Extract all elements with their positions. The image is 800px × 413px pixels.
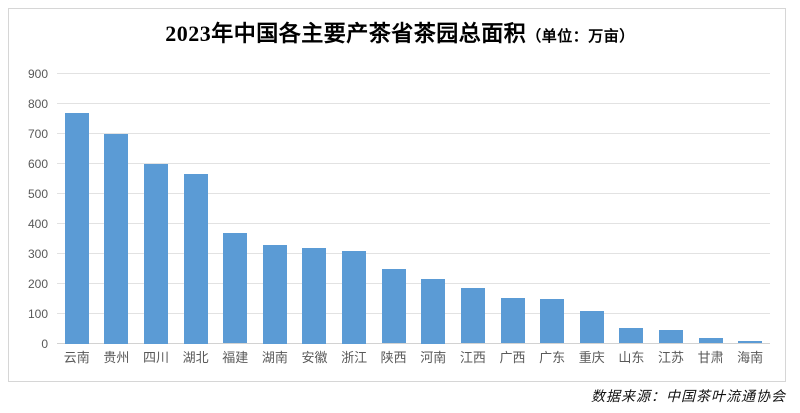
bar	[619, 327, 644, 344]
bar	[104, 133, 129, 344]
y-axis-tick-label: 500	[27, 186, 48, 201]
gridline	[57, 103, 770, 104]
gridline	[57, 163, 770, 164]
bar	[500, 297, 525, 344]
bar	[421, 279, 446, 344]
x-axis-category-label: 江西	[459, 350, 486, 365]
x-axis-category-label: 重庆	[578, 350, 605, 365]
y-axis-tick-label: 900	[27, 66, 48, 81]
x-axis-category-label: 河南	[420, 350, 447, 365]
x-axis-category-label: 广东	[539, 350, 566, 365]
bar	[262, 244, 287, 344]
x-axis-category-label: 陕西	[380, 350, 407, 365]
chart-title-text: 2023年中国各主要产茶省茶园总面积	[165, 21, 527, 46]
bar	[381, 269, 406, 344]
gridline	[57, 283, 770, 284]
bar	[579, 311, 604, 344]
x-axis-category-label: 浙江	[341, 350, 368, 365]
bar	[183, 174, 208, 344]
gridline	[57, 313, 770, 314]
x-axis-category-label: 福建	[222, 350, 249, 365]
y-axis-tick-label: 200	[27, 276, 48, 291]
bar	[698, 338, 723, 344]
chart-title-unit: （单位：万亩）	[526, 29, 635, 45]
y-axis-tick-label: 400	[27, 216, 48, 231]
bar	[223, 233, 248, 344]
gridline	[57, 73, 770, 74]
y-axis-tick-label: 700	[27, 126, 48, 141]
y-axis-tick-label: 100	[27, 306, 48, 321]
gridline	[57, 223, 770, 224]
gridline	[57, 193, 770, 194]
gridline	[57, 253, 770, 254]
x-axis-category-label: 贵州	[103, 350, 130, 365]
bar	[540, 299, 565, 344]
x-axis-category-label: 安徽	[301, 350, 328, 365]
bar	[738, 341, 763, 344]
x-axis-category-label: 广西	[499, 350, 526, 365]
bar	[302, 247, 327, 344]
y-axis-tick-label: 600	[27, 156, 48, 171]
bar	[342, 250, 367, 344]
x-axis-category-label: 甘肃	[697, 350, 724, 365]
y-axis-tick-label: 800	[27, 96, 48, 111]
data-source-note: 数据来源：中国茶叶流通协会	[591, 390, 786, 405]
bar	[460, 288, 485, 344]
y-axis-tick-label: 0	[41, 336, 48, 351]
x-axis-category-label: 海南	[737, 350, 764, 365]
x-axis-category-label: 江苏	[657, 350, 684, 365]
x-axis-category-label: 四川	[143, 350, 170, 365]
bar	[144, 163, 169, 344]
bar	[658, 329, 683, 344]
x-axis-category-label: 山东	[618, 350, 645, 365]
chart-title: 2023年中国各主要产茶省茶园总面积（单位：万亩）	[0, 16, 800, 48]
x-axis-category-label: 云南	[63, 350, 90, 365]
x-axis-category-label: 湖北	[182, 350, 209, 365]
x-axis-line	[57, 343, 770, 344]
bar	[64, 112, 89, 344]
y-axis-tick-label: 300	[27, 246, 48, 261]
x-axis-category-label: 湖南	[261, 350, 288, 365]
gridline	[57, 133, 770, 134]
